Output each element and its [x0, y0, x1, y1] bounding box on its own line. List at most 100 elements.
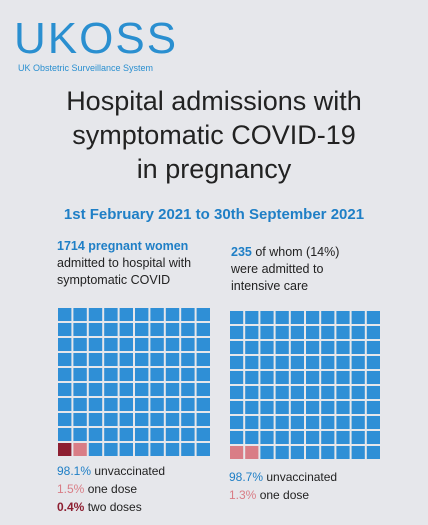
- pct: 1.3%: [229, 488, 257, 502]
- text-line: symptomatic COVID: [57, 273, 171, 287]
- waffle-cell: [73, 443, 87, 456]
- waffle-cell: [88, 413, 103, 426]
- waffle-cell: [260, 431, 274, 444]
- waffle-cell: [245, 401, 259, 414]
- waffle-cell: [104, 398, 118, 411]
- waffle-cell: [88, 383, 103, 396]
- waffle-cell: [275, 431, 289, 444]
- waffle-cell: [366, 386, 380, 399]
- waffle-cell: [230, 341, 244, 354]
- waffle-cell: [58, 398, 72, 411]
- waffle-cell: [165, 308, 180, 321]
- waffle-cell: [104, 383, 118, 396]
- waffle-cell: [104, 368, 118, 381]
- waffle-cell: [73, 308, 87, 321]
- waffle-cell: [260, 416, 274, 429]
- waffle-cell: [58, 338, 72, 351]
- waffle-cell: [150, 323, 164, 336]
- pct: 98.1%: [57, 464, 92, 478]
- waffle-cell: [336, 341, 350, 354]
- waffle-cell: [135, 368, 149, 381]
- waffle-cell: [321, 356, 335, 369]
- waffle-cell: [275, 326, 289, 339]
- waffle-cell: [321, 341, 335, 354]
- waffle-cell: [336, 431, 350, 444]
- waffle-cell: [135, 413, 149, 426]
- waffle-cell: [245, 371, 259, 384]
- waffle-cell: [275, 311, 289, 324]
- waffle-cell: [230, 311, 244, 324]
- waffle: [230, 311, 380, 459]
- waffle-cell: [351, 446, 365, 459]
- waffle-cell: [119, 398, 133, 411]
- waffle-cell: [58, 413, 72, 426]
- waffle-cell: [196, 323, 210, 336]
- waffle-cell: [73, 338, 87, 351]
- waffle-cell: [58, 428, 72, 441]
- pct-label: unvaccinated: [94, 464, 166, 478]
- waffle-cell: [306, 341, 320, 354]
- waffle-cell: [366, 401, 380, 414]
- waffle-cell: [58, 443, 72, 456]
- waffle-cell: [196, 353, 210, 366]
- waffle-cell: [230, 446, 244, 459]
- waffle-cell: [104, 428, 118, 441]
- waffle-cell: [150, 383, 164, 396]
- waffle-cell: [351, 326, 365, 339]
- waffle-cell: [351, 371, 365, 384]
- waffle-cell: [58, 368, 72, 381]
- pct: 1.5%: [57, 482, 85, 496]
- waffle-cell: [230, 326, 244, 339]
- waffle-cell: [306, 311, 320, 324]
- waffle-cell: [290, 371, 304, 384]
- date-range: 1st February 2021 to 30th September 2021: [63, 206, 365, 223]
- waffle-cell: [181, 398, 195, 411]
- waffle-cell: [104, 323, 118, 336]
- waffle-cell: [306, 386, 320, 399]
- waffle-cell: [351, 431, 365, 444]
- waffle-cell: [245, 356, 259, 369]
- waffle-cell: [306, 416, 320, 429]
- waffle-cell: [181, 308, 195, 321]
- waffle-cell: [290, 431, 304, 444]
- waffle-cell: [73, 398, 87, 411]
- logo-subtitle: UK Obstetric Surveillance System: [18, 63, 154, 73]
- waffle-cell: [306, 326, 320, 339]
- waffle-cell: [165, 398, 180, 411]
- waffle-cell: [336, 386, 350, 399]
- waffle-cell: [321, 431, 335, 444]
- pct-label: one dose: [259, 488, 310, 502]
- pct: 0.4%: [57, 500, 85, 514]
- waffle-cell: [245, 311, 259, 324]
- waffle-cell: [306, 401, 320, 414]
- waffle-cell: [321, 371, 335, 384]
- waffle-cell: [351, 386, 365, 399]
- waffle-cell: [150, 413, 164, 426]
- waffle-cell: [230, 356, 244, 369]
- waffle-cell: [336, 356, 350, 369]
- waffle-cell: [290, 446, 304, 459]
- highlight: 1714 pregnant women: [57, 239, 189, 253]
- waffle-cell: [104, 413, 118, 426]
- panel-text: 1714 pregnant women admitted to hospital…: [57, 238, 191, 289]
- waffle-cell: [321, 401, 335, 414]
- waffle-cell: [135, 443, 149, 456]
- waffle-cell: [119, 413, 133, 426]
- waffle-cell: [119, 428, 133, 441]
- waffle-cell: [104, 338, 118, 351]
- waffle-cell: [88, 368, 103, 381]
- waffle-cell: [73, 323, 87, 336]
- waffle-cell: [165, 413, 180, 426]
- waffle-cell: [196, 413, 210, 426]
- title-line: symptomatic COVID-19: [72, 120, 356, 150]
- waffle-cell: [165, 323, 180, 336]
- title-line: Hospital admissions with: [66, 86, 362, 116]
- waffle-cell: [196, 428, 210, 441]
- waffle-cell: [275, 401, 289, 414]
- waffle-cell: [275, 416, 289, 429]
- waffle-cell: [58, 323, 72, 336]
- waffle-cell: [366, 356, 380, 369]
- waffle-cell: [181, 338, 195, 351]
- waffle-cell: [58, 353, 72, 366]
- waffle-cell: [196, 398, 210, 411]
